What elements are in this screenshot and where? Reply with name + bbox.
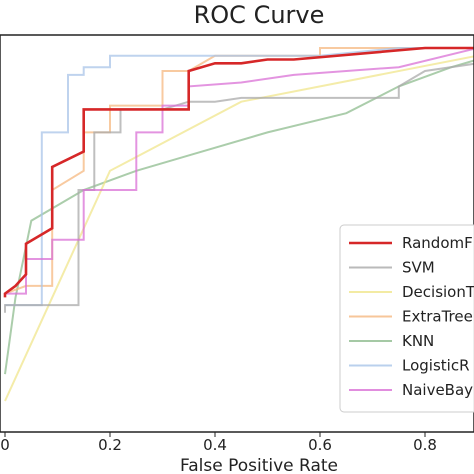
legend-label-decisiont: DecisionT: [402, 283, 474, 301]
x-axis-ticks: 0 0.2 0.4 0.6 0.8: [0, 432, 437, 454]
plot-frame: [0, 34, 474, 433]
plot-lines: [3, 46, 474, 402]
legend-label-knn: KNN: [402, 332, 434, 350]
series-line-logisticr: [5, 47, 474, 307]
chart-title: ROC Curve: [194, 1, 325, 29]
legend-label-logisticr: LogisticR: [402, 357, 470, 375]
x-axis-label: False Positive Rate: [180, 456, 338, 474]
x-tick-label: 0.6: [308, 436, 332, 454]
x-tick-label: 0.2: [98, 436, 122, 454]
series-line-naivebay: [5, 47, 474, 295]
series-line-decisiont: [4, 55, 474, 402]
x-tick-label: 0: [0, 436, 10, 454]
series-line-randomf: [3, 46, 474, 298]
legend-label-randomf: RandomF: [402, 234, 473, 252]
legend: RandomF SVM DecisionT ExtraTree KNN LogisticR…: [339, 224, 474, 413]
x-tick-label: 0.8: [413, 436, 437, 454]
legend-label-extratree: ExtraTree: [402, 308, 473, 326]
legend-label-naivebay: NaiveBay: [402, 381, 473, 399]
legend-label-svm: SVM: [402, 259, 435, 277]
x-tick-label: 0.4: [203, 436, 227, 454]
